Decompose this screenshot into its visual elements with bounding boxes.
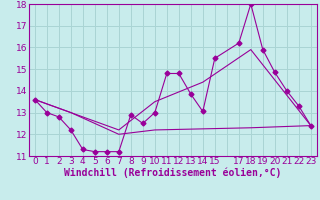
X-axis label: Windchill (Refroidissement éolien,°C): Windchill (Refroidissement éolien,°C) xyxy=(64,168,282,178)
